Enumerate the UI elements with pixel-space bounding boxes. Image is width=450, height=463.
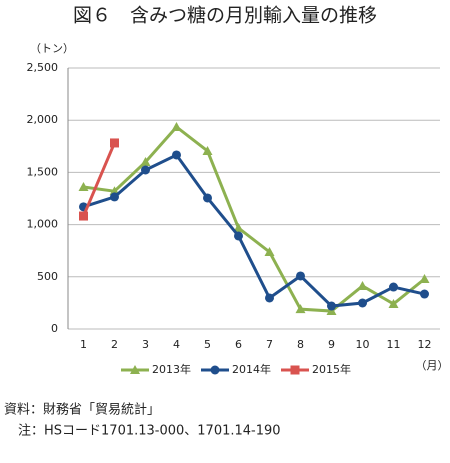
hs-note: 注：HSコード1701.13-000、1701.14-190 [18, 424, 281, 439]
marker [172, 150, 181, 160]
marker [141, 165, 150, 175]
marker [203, 193, 212, 203]
x-tick-label: 8 [297, 338, 304, 351]
marker [357, 280, 368, 290]
marker [327, 301, 336, 311]
marker [130, 365, 140, 374]
series-line [83, 153, 425, 308]
y-tick-label: 500 [37, 270, 58, 283]
marker [295, 304, 306, 314]
x-tick-label: 10 [356, 338, 370, 351]
x-tick-label: 1 [80, 338, 87, 351]
chart-title: 図６ 含みつ糖の月別輸入量の推移 [73, 5, 377, 27]
marker [233, 223, 244, 233]
marker [110, 138, 119, 148]
x-tick-label: 2 [111, 338, 118, 351]
legend-label: 2014年 [232, 362, 271, 376]
marker [110, 192, 119, 202]
marker [290, 365, 300, 375]
marker [296, 271, 305, 281]
source-note: 資料：財務省「貿易統計」 [4, 402, 160, 418]
x-tick-label: 9 [328, 338, 335, 351]
x-tick-label: 5 [204, 338, 211, 351]
x-tick-label: 7 [266, 338, 273, 351]
marker [210, 365, 220, 375]
marker [388, 298, 399, 308]
x-tick-label: 12 [418, 338, 432, 351]
marker [358, 298, 367, 308]
marker [326, 306, 337, 316]
marker [202, 145, 213, 155]
marker [419, 273, 430, 283]
marker [264, 246, 275, 256]
y-tick-label: 2,000 [27, 113, 59, 126]
y-unit: （トン） [30, 42, 74, 55]
legend-label: 2013年 [152, 362, 191, 376]
legend-label: 2015年 [312, 362, 351, 376]
marker [78, 182, 89, 192]
marker [234, 231, 243, 241]
marker [171, 121, 182, 131]
marker [79, 211, 88, 221]
x-tick-label: 4 [173, 338, 180, 351]
y-tick-label: 0 [51, 322, 58, 335]
series-line [83, 124, 426, 313]
x-tick-label: 11 [387, 338, 401, 351]
y-tick-label: 1,500 [27, 165, 59, 178]
x-unit: （月） [416, 359, 449, 372]
x-tick-label: 6 [235, 338, 242, 351]
y-tick-label: 1,000 [27, 218, 59, 231]
marker [389, 282, 398, 292]
marker [420, 289, 429, 299]
marker [140, 156, 151, 166]
series-line [82, 142, 116, 217]
x-tick-label: 3 [142, 338, 149, 351]
marker [265, 293, 274, 303]
y-tick-label: 2,500 [27, 61, 59, 74]
